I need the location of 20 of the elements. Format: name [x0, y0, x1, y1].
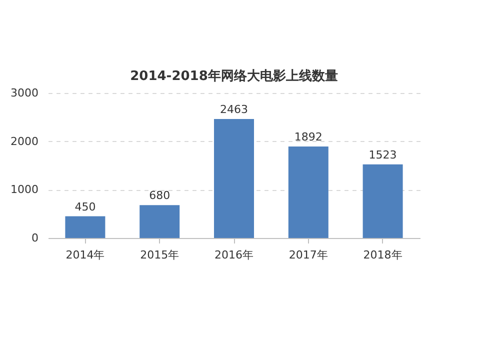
- y-tick-label: 3000: [10, 86, 38, 100]
- y-tick-label: 2000: [10, 134, 38, 148]
- x-tick-label: 2014年: [66, 248, 105, 262]
- chart-title: 2014-2018年网络大电影上线数量: [130, 69, 338, 84]
- y-tick-label: 1000: [10, 183, 38, 196]
- bar: [140, 205, 180, 238]
- x-tick-label: 2016年: [214, 248, 254, 262]
- bar: [65, 216, 106, 238]
- x-tick-label: 2018年: [363, 248, 402, 262]
- y-tick-label: 0: [32, 232, 38, 244]
- x-tick-label: 2017年: [288, 248, 328, 262]
- data-label: 2463: [220, 102, 248, 116]
- bar: [214, 118, 254, 238]
- data-label: 680: [149, 189, 170, 202]
- bar: [362, 164, 403, 238]
- bar: [288, 146, 328, 238]
- data-label: 450: [74, 200, 96, 214]
- data-label: 1523: [368, 148, 397, 162]
- x-tick-label: 2015年: [140, 248, 180, 262]
- data-label: 1892: [294, 130, 322, 144]
